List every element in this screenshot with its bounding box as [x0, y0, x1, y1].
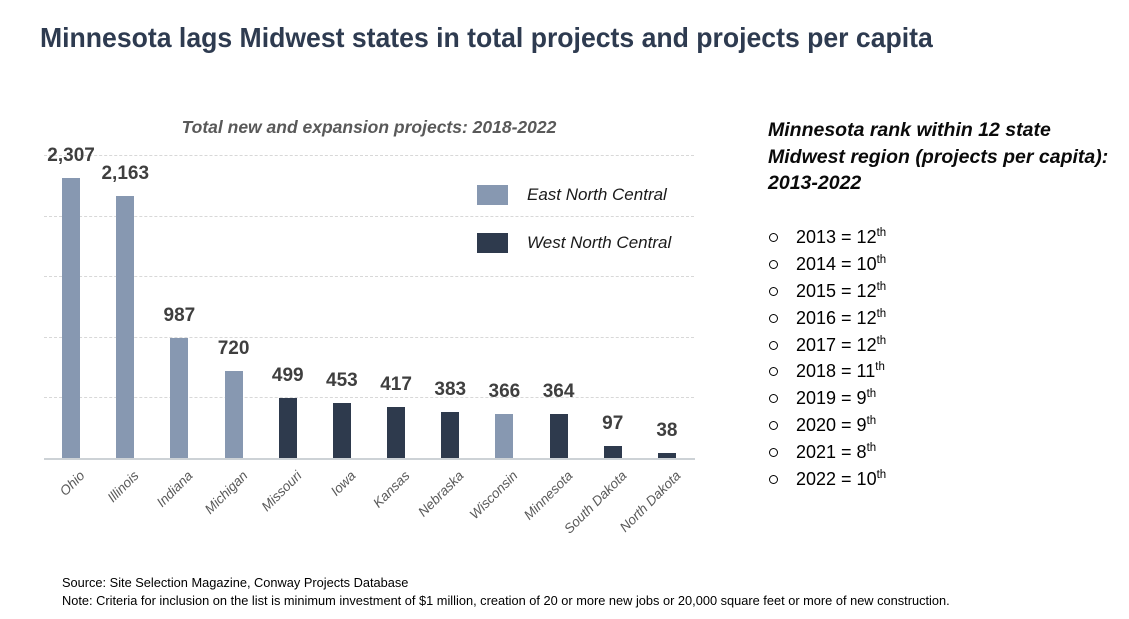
bar-north-dakota — [657, 453, 676, 458]
x-axis-label-south-dakota: South Dakota — [560, 468, 630, 537]
rank-entry-text: 2016 = 12th — [796, 307, 887, 328]
bar-value-label-indiana: 987 — [163, 305, 196, 327]
rank-entry-text: 2013 = 12th — [796, 227, 887, 248]
rank-list-item-2020: 2020 = 9th — [766, 412, 1126, 439]
west-north-central-swatch-icon — [477, 233, 508, 253]
east-north-central-swatch-icon — [477, 185, 508, 205]
rank-entry-text: 2014 = 10th — [796, 254, 887, 275]
chart-legend: East North Central West North Central — [477, 185, 707, 281]
x-axis-label-wisconsin: Wisconsin — [466, 468, 522, 523]
x-axis-label-nebraska: Nebraska — [415, 468, 467, 520]
rank-panel-heading: Minnesota rank within 12 state Midwest r… — [768, 117, 1126, 197]
x-axis-label-iowa: Iowa — [327, 468, 359, 499]
x-axis-label-michigan: Michigan — [201, 468, 251, 517]
legend-item-west-north-central: West North Central — [477, 233, 707, 253]
source-note: Source: Site Selection Magazine, Conway … — [62, 575, 409, 590]
rank-heading-line-3: 2013-2022 — [768, 172, 862, 194]
x-axis-label-missouri: Missouri — [258, 468, 305, 515]
rank-heading-line-1: Minnesota rank within 12 state — [768, 119, 1051, 141]
rank-list-item-2016: 2016 = 12th — [766, 305, 1126, 332]
rank-list-item-2014: 2014 = 10th — [766, 251, 1126, 278]
bar-south-dakota — [603, 446, 622, 458]
criteria-note: Note: Criteria for inclusion on the list… — [62, 592, 950, 608]
bar-missouri — [278, 397, 297, 458]
circle-bullet-icon — [769, 340, 778, 350]
x-axis-label-north-dakota: North Dakota — [616, 468, 684, 535]
bar-nebraska — [441, 411, 460, 458]
rank-list-item-2018: 2018 = 11th — [766, 358, 1126, 385]
bar-kansas — [387, 407, 406, 458]
circle-bullet-icon — [769, 286, 778, 296]
circle-bullet-icon — [769, 474, 778, 484]
x-axis-label-illinois: Illinois — [104, 468, 142, 506]
bar-value-label-kansas: 417 — [380, 374, 412, 396]
bar-value-label-minnesota: 364 — [542, 380, 575, 402]
rank-entry-text: 2020 = 9th — [796, 414, 877, 435]
rank-list-item-2013: 2013 = 12th — [766, 225, 1126, 252]
east-north-central-label: East North Central — [527, 185, 667, 204]
circle-bullet-icon — [769, 233, 778, 243]
bar-value-label-north-dakota: 38 — [656, 420, 678, 442]
bar-minnesota — [549, 413, 568, 458]
gridline-500 — [44, 397, 694, 399]
rank-entry-text: 2017 = 12th — [796, 334, 887, 355]
bar-value-label-wisconsin: 366 — [488, 380, 521, 402]
x-axis-label-indiana: Indiana — [154, 468, 197, 510]
rank-entry-text: 2015 = 12th — [796, 280, 887, 301]
bar-value-label-iowa: 453 — [326, 370, 358, 392]
chart-title: Total new and expansion projects: 2018-2… — [181, 117, 557, 137]
gridline-2500 — [44, 155, 694, 156]
circle-bullet-icon — [769, 313, 778, 323]
bar-ohio — [62, 178, 81, 458]
circle-bullet-icon — [769, 260, 778, 270]
rank-list-item-2015: 2015 = 12th — [766, 278, 1126, 305]
bar-value-label-michigan: 720 — [217, 337, 250, 359]
rank-panel: Minnesota rank within 12 state Midwest r… — [766, 117, 1126, 492]
x-axis-line — [44, 458, 695, 460]
bar-value-label-ohio: 2,307 — [47, 145, 95, 167]
legend-item-east-north-central: East North Central — [477, 185, 707, 205]
circle-bullet-icon — [769, 420, 778, 430]
bar-iowa — [332, 403, 351, 458]
bar-wisconsin — [495, 413, 514, 458]
rank-entry-text: 2018 = 11th — [796, 361, 885, 382]
rank-list-item-2021: 2021 = 8th — [766, 439, 1126, 466]
bar-value-label-missouri: 499 — [271, 364, 304, 386]
circle-bullet-icon — [769, 394, 778, 404]
bar-indiana — [170, 338, 189, 458]
x-axis-label-kansas: Kansas — [370, 468, 413, 511]
rank-list-item-2017: 2017 = 12th — [766, 332, 1126, 359]
bar-illinois — [116, 195, 135, 458]
rank-heading-line-2: Midwest region (projects per capita): — [768, 145, 1109, 168]
footnotes: Source: Site Selection Magazine, Conway … — [62, 574, 950, 609]
rank-list-item-2022: 2022 = 10th — [766, 466, 1126, 493]
bar-value-label-illinois: 2,163 — [101, 162, 150, 184]
x-axis-label-minnesota: Minnesota — [520, 468, 576, 523]
west-north-central-label: West North Central — [527, 233, 672, 252]
bar-value-label-nebraska: 383 — [434, 378, 467, 400]
rank-entry-text: 2022 = 10th — [796, 468, 887, 489]
bar-value-label-south-dakota: 97 — [602, 413, 624, 435]
gridline-2000 — [44, 215, 694, 217]
circle-bullet-icon — [769, 447, 778, 457]
gridline-1000 — [44, 336, 694, 338]
gridline-1500 — [44, 276, 694, 278]
rank-entry-text: 2021 = 8th — [796, 441, 877, 462]
rank-list-item-2019: 2019 = 9th — [766, 385, 1126, 412]
bar-michigan — [224, 370, 243, 458]
rank-entry-text: 2019 = 9th — [796, 388, 877, 409]
circle-bullet-icon — [769, 367, 778, 377]
rank-list: 2013 = 12th 2014 = 10th 2015 = 12th 2016 = … — [766, 225, 1126, 493]
page-title: Minnesota lags Midwest states in total p… — [40, 22, 933, 53]
